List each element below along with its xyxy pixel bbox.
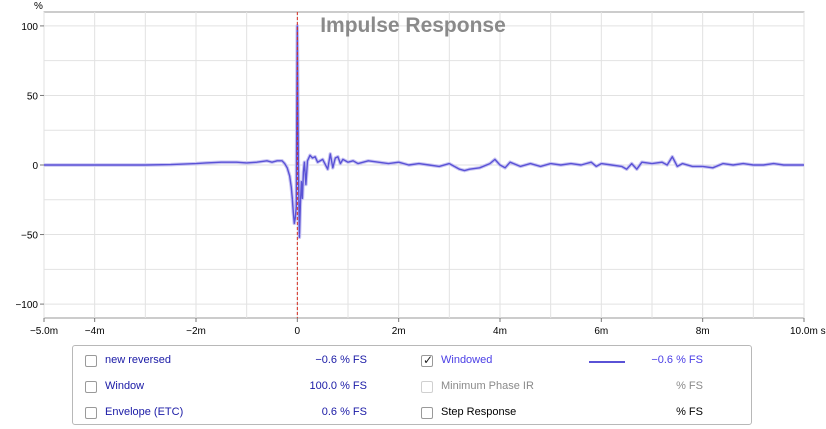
legend-row-2: Window 100.0 % FS Minimum Phase IR % FS [73,374,751,400]
y-tick-label: 0 [32,161,38,172]
envelope-etc-checkbox[interactable] [85,407,97,419]
windowed-value: −0.6 % FS [651,354,703,366]
windowed-swatch [589,361,625,363]
step-response-value: % FS [676,406,703,418]
y-axis-label: % [34,1,43,12]
y-tick-label: 50 [27,91,39,102]
legend-row-1: new reversed −0.6 % FS Windowed −0.6 % F… [73,348,751,374]
envelope-etc-label: Envelope (ETC) [105,406,184,418]
minimum-phase-ir-value: % FS [676,380,703,392]
minimum-phase-ir-checkbox[interactable] [421,381,433,393]
series-layer [44,24,804,240]
new-reversed-checkbox[interactable] [85,355,97,367]
windowed-checkbox[interactable] [421,353,433,367]
x-tick-label: 10.0m s [790,326,826,337]
x-tick-label: 6m [594,326,608,337]
x-tick-label: 2m [392,326,406,337]
chart-title: Impulse Response [320,14,506,37]
windowed-label: Windowed [441,354,493,366]
window-checkbox[interactable] [85,381,97,393]
x-tick-label: −5.0m [30,326,58,337]
window-label: Window [105,380,145,392]
y-tick-label: −100 [15,300,38,311]
legend-row-3: Envelope (ETC) 0.6 % FS Step Response % … [73,400,751,426]
new-reversed-label: new reversed [105,354,172,366]
minimum-phase-ir-label: Minimum Phase IR [441,380,534,392]
new-reversed-value: −0.6 % FS [315,354,367,366]
axis-layer: −5.0m −4m −2m 0 2m 4m 6m 8m 10.0m s 100 50 0 −50 −100 [15,22,825,337]
x-tick-label: 8m [696,326,710,337]
x-tick-label: −2m [186,326,206,337]
x-tick-label: 0 [295,326,301,337]
x-tick-label: −4m [85,326,105,337]
y-tick-label: 100 [21,22,38,33]
step-response-label: Step Response [441,406,517,418]
x-tick-label: 4m [493,326,507,337]
window-value: 100.0 % FS [309,380,367,392]
impulse-response-chart: −5.0m −4m −2m 0 2m 4m 6m 8m 10.0m s 100 50 0 −50 −100… [15,1,825,337]
series-line-windowed [44,25,804,239]
envelope-etc-value: 0.6 % FS [321,406,367,418]
step-response-checkbox[interactable] [421,407,433,419]
y-tick-label: −50 [21,231,38,242]
legend-panel: new reversed −0.6 % FS Windowed −0.6 % F… [72,345,752,425]
